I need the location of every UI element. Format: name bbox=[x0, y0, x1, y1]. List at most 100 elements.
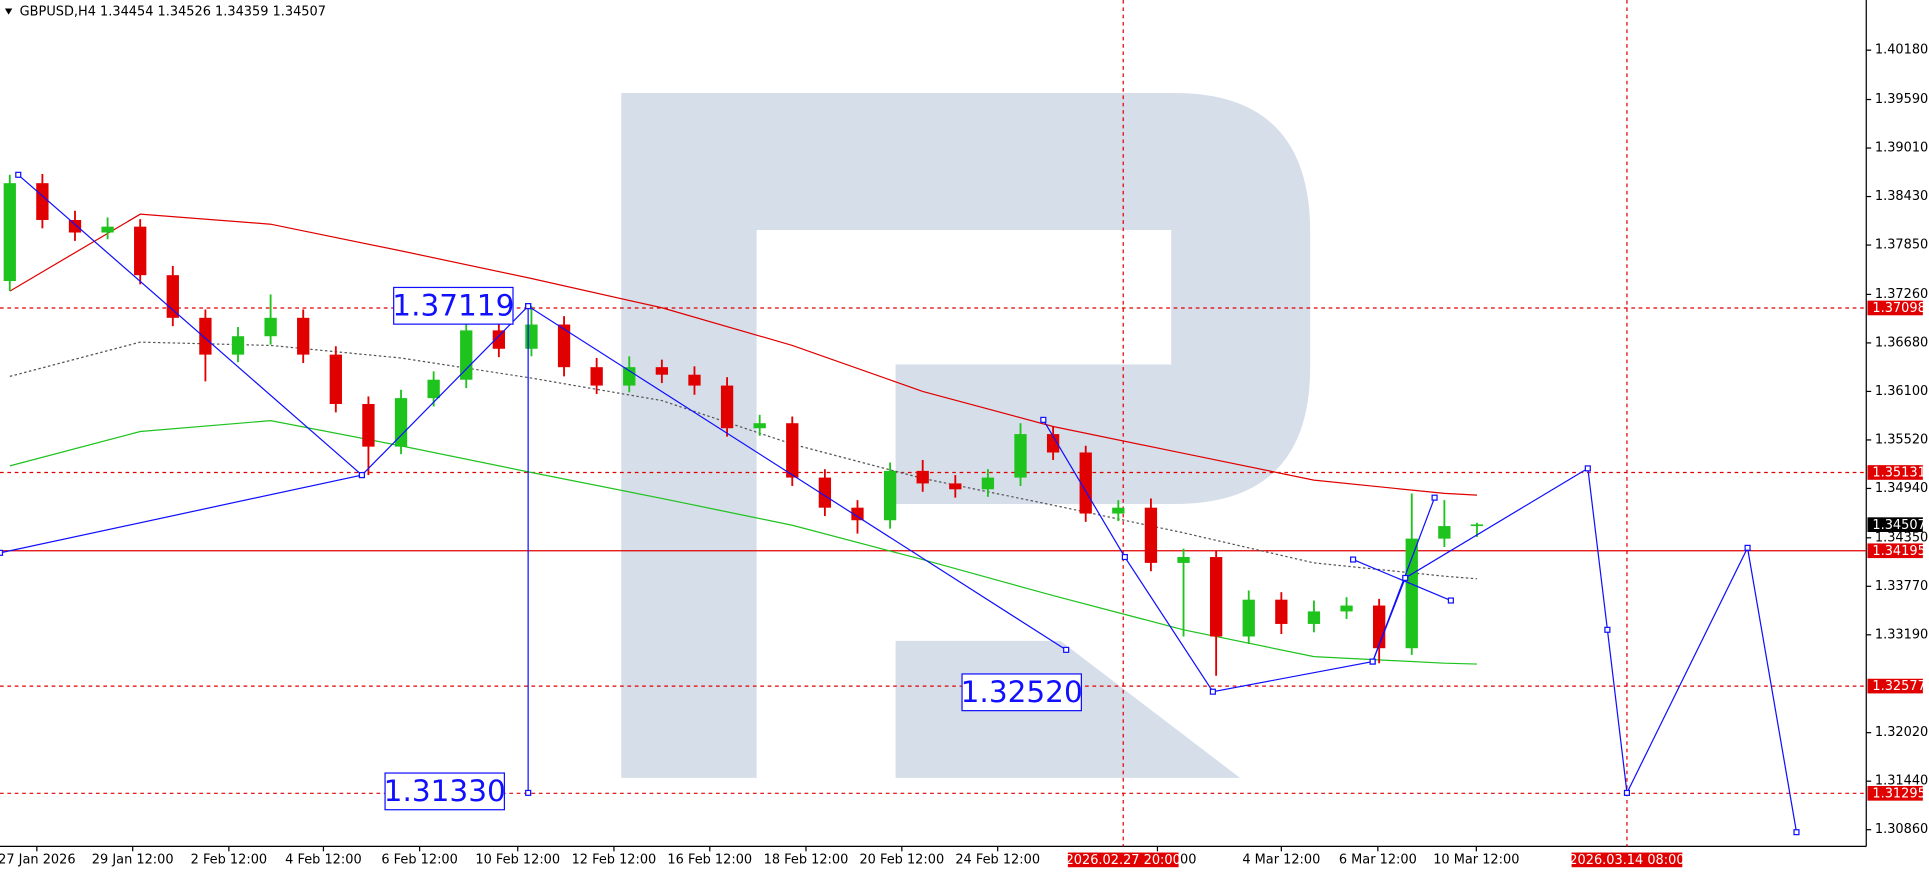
candle-body bbox=[1275, 599, 1288, 624]
trend-point bbox=[1369, 658, 1376, 665]
y-tick-label: 1.35520 bbox=[1875, 432, 1928, 447]
trend-point bbox=[15, 171, 22, 178]
y-tick-label: 1.37850 bbox=[1875, 238, 1928, 253]
candle-body bbox=[1209, 557, 1223, 637]
annotation-text: 1.31330 bbox=[384, 774, 506, 808]
trend-point bbox=[1584, 465, 1591, 472]
candle-body bbox=[101, 226, 114, 233]
x-tick-label: 12 Feb 12:00 bbox=[572, 852, 657, 867]
trend-point bbox=[1121, 553, 1128, 561]
price-tag bbox=[1867, 465, 1923, 480]
annotation-box bbox=[384, 772, 506, 811]
candle-body bbox=[1470, 524, 1484, 527]
candle-body bbox=[949, 483, 962, 490]
x-tick-label: 6 Mar 12:00 bbox=[1339, 852, 1417, 867]
time-tag bbox=[1571, 852, 1683, 868]
candle-body bbox=[199, 317, 212, 355]
y-tick-label: 1.32020 bbox=[1875, 725, 1928, 740]
x-tick-label: 10 Feb 12:00 bbox=[475, 852, 560, 867]
trend-point bbox=[1402, 574, 1409, 581]
candle-body bbox=[460, 330, 473, 380]
candle-body bbox=[916, 470, 929, 484]
x-tick-label: 4 Mar 12:00 bbox=[1242, 852, 1320, 867]
price-tag bbox=[1867, 300, 1923, 316]
x-tick-label: 24 Feb 12:00 bbox=[955, 852, 1040, 867]
candle-body bbox=[851, 507, 864, 521]
candle-body bbox=[655, 367, 669, 375]
candle-body bbox=[3, 183, 16, 282]
x-tick-label: 29 Jan 12:00 bbox=[92, 852, 174, 867]
x-tick-label: 6 Feb 12:00 bbox=[381, 852, 458, 867]
price-tag-label: 1.34507 bbox=[1872, 518, 1925, 533]
candle-body bbox=[720, 385, 734, 429]
candle-body bbox=[1405, 538, 1418, 649]
candle-body bbox=[362, 403, 375, 447]
candle-body bbox=[297, 317, 310, 355]
trend-point bbox=[1349, 556, 1357, 563]
candle-body bbox=[590, 367, 603, 386]
candle-body bbox=[883, 470, 897, 521]
x-tick-label: 27 Jan 2026 bbox=[0, 852, 76, 867]
price-tag-label: 1.31295 bbox=[1872, 786, 1925, 801]
price-tag-label: 1.34195 bbox=[1872, 544, 1925, 559]
trend-point bbox=[1744, 544, 1751, 551]
trend-point bbox=[358, 472, 365, 479]
trend-point bbox=[1623, 789, 1631, 796]
price-tag bbox=[1867, 517, 1923, 533]
candle-body bbox=[1438, 526, 1451, 539]
candle-body bbox=[753, 423, 766, 429]
candle-body bbox=[786, 423, 799, 478]
watermark-bowl bbox=[621, 92, 1311, 778]
candle-body bbox=[623, 367, 636, 386]
candle-body bbox=[981, 477, 995, 490]
candle-body bbox=[1177, 557, 1190, 563]
y-tick-label: 1.30860 bbox=[1875, 822, 1928, 837]
y-tick-label: 1.34350 bbox=[1875, 530, 1928, 545]
trend-point bbox=[525, 303, 532, 310]
x-tick-label: 16 Feb 12:00 bbox=[667, 852, 752, 867]
annotation-text: 1.32520 bbox=[961, 675, 1083, 709]
trend-line bbox=[0, 305, 1067, 651]
trend-point bbox=[1040, 416, 1047, 423]
candle-body bbox=[231, 336, 245, 355]
trend-point bbox=[1793, 829, 1800, 836]
candle-body bbox=[36, 183, 49, 220]
y-tick-label: 1.36680 bbox=[1875, 335, 1928, 350]
trend-point bbox=[1063, 646, 1070, 653]
y-tick-label: 1.31440 bbox=[1875, 774, 1928, 789]
candle-body bbox=[68, 219, 82, 233]
x-tick-label: 2 Feb 12:00 bbox=[191, 852, 268, 867]
candle-body bbox=[1340, 605, 1353, 612]
price-tag-label: 1.37098 bbox=[1872, 301, 1925, 316]
candle-body bbox=[492, 330, 505, 349]
annotation-text: 1.37119 bbox=[392, 289, 514, 323]
x-tick-label: 10 Mar 12:00 bbox=[1433, 852, 1519, 867]
moving-average bbox=[9, 213, 1478, 496]
candle-body bbox=[1242, 599, 1255, 637]
price-tag-label: 1.32577 bbox=[1872, 679, 1925, 694]
y-tick-label: 1.39010 bbox=[1875, 141, 1928, 156]
candle-body bbox=[525, 324, 538, 349]
y-tick-label: 1.33770 bbox=[1875, 579, 1928, 594]
trend-line bbox=[17, 174, 363, 476]
candle-body bbox=[394, 398, 408, 447]
trend-point bbox=[1431, 494, 1438, 501]
price-tag bbox=[1867, 543, 1923, 559]
annotation-box bbox=[393, 286, 514, 325]
candle-body bbox=[1373, 605, 1386, 649]
candle-body bbox=[1307, 611, 1321, 624]
x-tick-label: 20 Feb 12:00 bbox=[859, 852, 944, 867]
price-tag bbox=[1867, 785, 1923, 801]
symbol-menu-arrow[interactable] bbox=[4, 8, 13, 15]
trend-point bbox=[1209, 688, 1216, 695]
y-tick-label: 1.37260 bbox=[1875, 287, 1928, 302]
price-tag-label: 1.35131 bbox=[1872, 466, 1925, 481]
y-tick-label: 1.40180 bbox=[1875, 43, 1928, 58]
candle-body bbox=[166, 275, 179, 318]
x-tick-label: 18 Feb 12:00 bbox=[764, 852, 849, 867]
candle-body bbox=[1014, 434, 1027, 478]
candle-body bbox=[557, 324, 571, 368]
candle-body bbox=[134, 226, 147, 276]
